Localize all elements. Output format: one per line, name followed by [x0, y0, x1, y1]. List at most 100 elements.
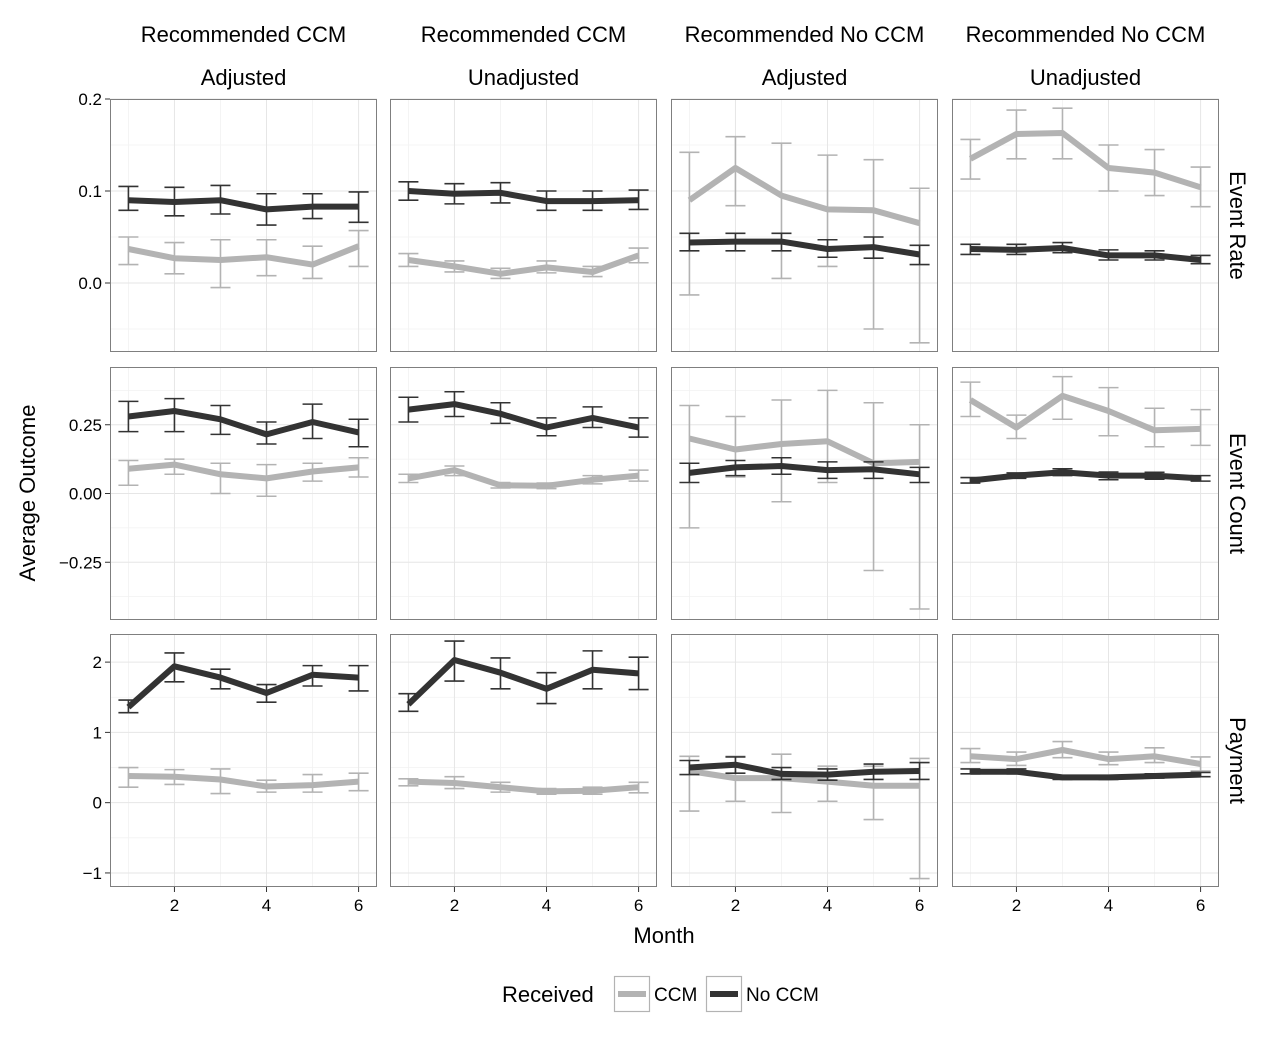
- series-ccm: [118, 456, 369, 498]
- data-point: [220, 474, 221, 475]
- data-point: [1154, 172, 1155, 173]
- series-line: [128, 773, 359, 790]
- data-point: [1200, 428, 1201, 429]
- data-point: [970, 158, 971, 159]
- data-point: [1062, 395, 1063, 396]
- data-point: [638, 255, 639, 256]
- series-no-ccm: [118, 652, 369, 714]
- data-point: [919, 474, 920, 475]
- data-point: [408, 409, 409, 410]
- panel-r1-c3: [952, 367, 1219, 620]
- data-point: [638, 427, 639, 428]
- panel-background: [110, 99, 377, 352]
- data-point: [408, 478, 409, 479]
- series-no-ccm: [960, 241, 1211, 265]
- data-point: [358, 781, 359, 782]
- data-point: [592, 201, 593, 202]
- panel-border: [110, 367, 377, 620]
- data-point: [781, 466, 782, 467]
- x-tick-label: 6: [915, 896, 924, 915]
- data-point: [735, 467, 736, 468]
- panel-r2-c2: 2 4 6: [671, 634, 938, 915]
- series-line: [968, 130, 1202, 191]
- data-point: [174, 464, 175, 465]
- y-tick-label: 2: [93, 653, 102, 672]
- error-bar: [909, 466, 930, 484]
- y-tick-label: 1: [93, 723, 102, 742]
- data-point: [174, 411, 175, 412]
- series-ccm: [960, 375, 1211, 448]
- y-tick-label: 0.0: [78, 274, 102, 293]
- series-no-ccm: [679, 232, 930, 266]
- error-bar: [909, 187, 930, 344]
- x-tick-label: 4: [542, 896, 551, 915]
- data-point: [454, 193, 455, 194]
- data-point: [128, 248, 129, 249]
- data-point: [1016, 133, 1017, 134]
- x-tick-label: 6: [1196, 896, 1205, 915]
- series-line: [406, 657, 639, 707]
- error-bar: [679, 151, 700, 296]
- panel-border: [952, 367, 1219, 620]
- data-point: [1154, 475, 1155, 476]
- data-point: [1016, 427, 1017, 428]
- series-line: [408, 778, 639, 795]
- error-bar: [164, 397, 185, 433]
- data-point: [638, 673, 639, 674]
- data-point: [1200, 478, 1201, 479]
- panel-r0-c2: [671, 98, 938, 352]
- data-point: [358, 432, 359, 433]
- data-point: [689, 767, 690, 768]
- legend-entry-ccm: CCM: [613, 975, 697, 1013]
- data-point: [638, 787, 639, 788]
- series-no-ccm: [118, 184, 369, 226]
- data-point: [781, 241, 782, 242]
- x-tick-label: 4: [1104, 896, 1113, 915]
- data-point: [454, 266, 455, 267]
- data-point: [873, 210, 874, 211]
- data-point: [546, 485, 547, 486]
- data-point: [266, 257, 267, 258]
- panel-border: [952, 634, 1219, 887]
- x-tick-label: 2: [450, 896, 459, 915]
- series-no-ccm: [679, 456, 930, 484]
- series-ccm: [118, 229, 369, 289]
- panel-border: [390, 99, 657, 352]
- data-point: [827, 781, 828, 782]
- data-point: [827, 441, 828, 442]
- data-point: [408, 781, 409, 782]
- data-point: [408, 191, 409, 192]
- series-no-ccm: [118, 397, 369, 448]
- data-point: [546, 791, 547, 792]
- y-tick-label: 0.2: [78, 90, 102, 109]
- data-point: [1200, 774, 1201, 775]
- series-line: [970, 245, 1201, 263]
- series-line: [407, 252, 640, 277]
- data-point: [1200, 764, 1201, 765]
- error-bar: [118, 459, 139, 487]
- series-line: [970, 768, 1201, 781]
- data-point: [970, 248, 971, 249]
- data-point: [1200, 187, 1201, 188]
- panel-background: [671, 634, 938, 887]
- data-point: [1200, 260, 1201, 261]
- column-strip-label-top: Recommended CCM: [141, 22, 346, 47]
- data-point: [689, 242, 690, 243]
- panel-r1-c1: [390, 367, 657, 620]
- error-bar: [863, 401, 884, 572]
- data-point: [312, 206, 313, 207]
- data-point: [128, 468, 129, 469]
- data-point: [592, 669, 593, 670]
- data-point: [266, 478, 267, 479]
- x-tick-label: 4: [823, 896, 832, 915]
- y-tick-label: 0.25: [69, 416, 102, 435]
- row-strip-label: Event Count: [1225, 433, 1250, 554]
- legend-label: No CCM: [746, 985, 819, 1006]
- x-tick-label: 2: [1012, 896, 1021, 915]
- data-point: [781, 444, 782, 445]
- data-point: [1016, 759, 1017, 760]
- x-axis-title: Month: [633, 923, 694, 948]
- y-tick-label: 0.00: [69, 485, 102, 504]
- series-line: [127, 243, 360, 268]
- data-point: [827, 248, 828, 249]
